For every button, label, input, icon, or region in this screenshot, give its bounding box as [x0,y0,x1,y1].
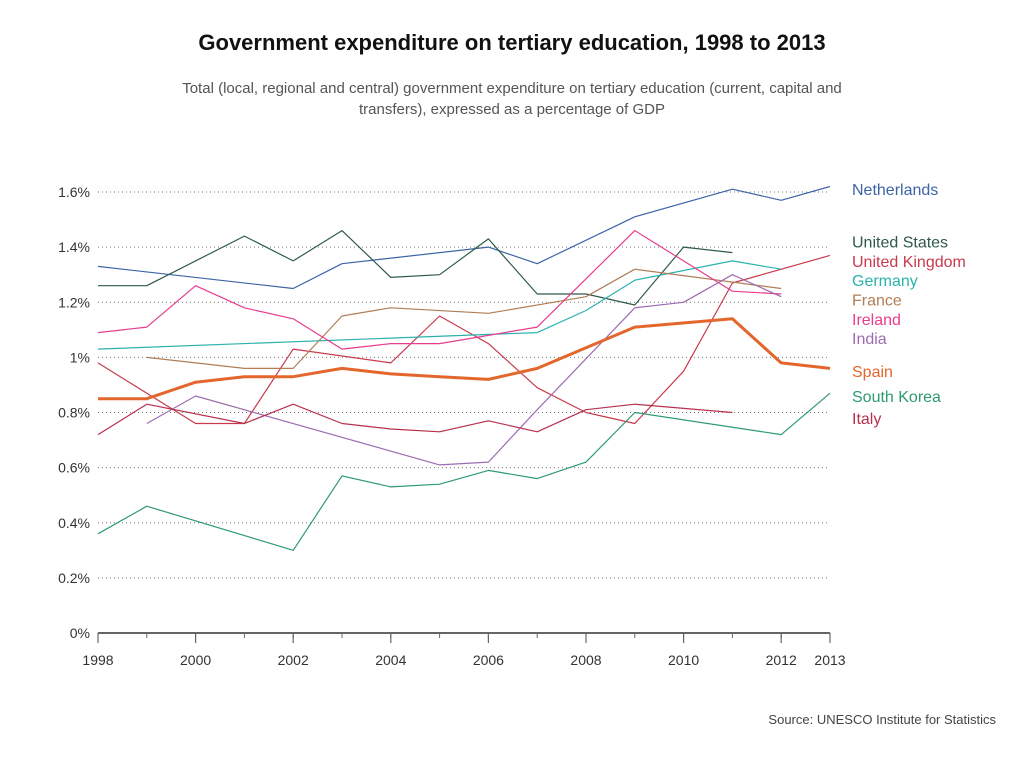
x-tick-label: 2010 [668,652,699,668]
x-tick-label: 2004 [375,652,406,668]
y-tick-label: 1.6% [58,184,90,200]
legend-label-united-states: United States [852,235,948,252]
y-tick-label: 1.4% [58,239,90,255]
y-tick-label: 0.6% [58,460,90,476]
legend-label-france: France [852,292,902,309]
series-line-united-states [98,230,733,306]
legend-label-germany: Germany [852,273,918,290]
legend-label-ireland: Ireland [852,312,901,329]
legend-label-south-korea: South Korea [852,389,941,406]
chart-subtitle: Total (local, regional and central) gove… [182,80,842,118]
legend-label-united-kingdom: United Kingdom [852,254,966,271]
x-tick-label: 1998 [82,652,113,668]
legend-label-spain: Spain [852,364,893,381]
series-line-france [146,268,782,369]
series-line-spain [98,317,831,401]
chart-title: Government expenditure on tertiary educa… [198,30,826,55]
legend-label-india: India [852,331,887,348]
x-tick-label: 2013 [814,652,845,668]
source-note: Source: UNESCO Institute for Statistics [768,712,996,727]
series-line-india [146,274,782,466]
legend-label-italy: Italy [852,411,881,428]
x-tick-label: 2008 [570,652,601,668]
y-tick-label: 1% [70,349,90,365]
y-tick-label: 0.8% [58,405,90,421]
x-tick-label: 2002 [278,652,309,668]
x-tick-label: 2000 [180,652,211,668]
series-line-south-korea [97,392,831,551]
series-line-italy [97,403,733,436]
y-tick-label: 0.2% [58,570,90,586]
series-lines [97,185,831,551]
series-line-ireland [97,230,782,350]
y-tick-label: 0% [70,625,90,641]
x-axis: 1998 2000 2002 2004 2006 2008 2010 2012 2013 [82,632,846,668]
legend-label-netherlands: Netherlands [852,182,938,199]
series-line-germany [97,260,782,350]
x-tick-label: 2006 [473,652,504,668]
y-axis: 0% 0.2% 0.4% 0.6% 0.8% 1% 1.2% 1.4% 1.6% [58,184,90,641]
x-tick-label: 2012 [766,652,797,668]
y-tick-label: 1.2% [58,294,90,310]
legend: Netherlands United States United Kingdom Ge… [852,182,966,428]
series-line-netherlands [97,185,831,290]
y-tick-label: 0.4% [58,515,90,531]
